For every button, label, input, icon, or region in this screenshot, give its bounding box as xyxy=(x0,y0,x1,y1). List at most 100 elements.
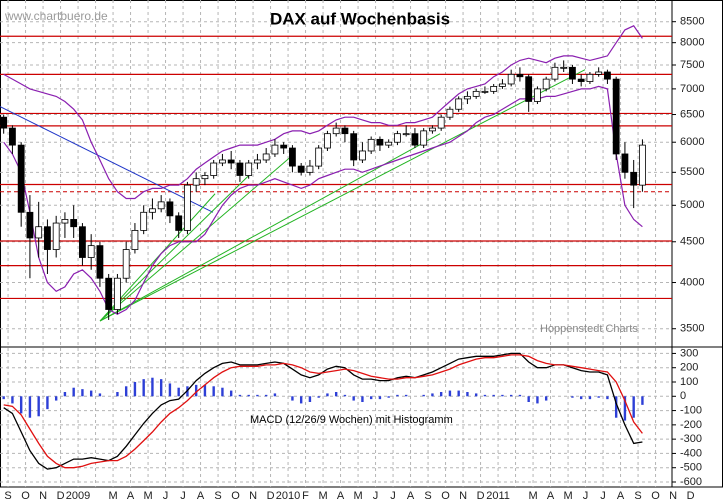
y-tick-label: -400 xyxy=(680,447,702,459)
y-tick-label: 5500 xyxy=(680,166,704,178)
histogram-bar xyxy=(518,394,522,397)
candle-body xyxy=(105,277,113,310)
candle-body xyxy=(481,90,489,93)
candle-body xyxy=(516,73,524,78)
y-tick-label: 7000 xyxy=(680,83,704,95)
y-tick-label: 200 xyxy=(680,362,698,374)
y-tick-label: 4500 xyxy=(680,236,704,248)
plot-layer xyxy=(0,0,676,487)
histogram-bar xyxy=(326,393,329,397)
band-upper xyxy=(3,25,643,200)
histogram-bar xyxy=(142,379,145,397)
candle-body xyxy=(507,73,515,85)
candle-body xyxy=(61,219,69,224)
candle-body xyxy=(332,127,340,135)
histogram-bar xyxy=(19,396,23,414)
histogram-bar xyxy=(212,386,215,397)
candle-body xyxy=(87,245,95,258)
candle-body xyxy=(79,226,86,258)
candle-body xyxy=(577,78,585,82)
x-tick-label: 2010 xyxy=(276,490,300,502)
x-tick-label: A xyxy=(197,490,205,502)
histogram-bar xyxy=(247,394,250,397)
y-tick-label: 6000 xyxy=(680,136,704,148)
trend-line xyxy=(99,69,586,322)
candle-body xyxy=(245,162,253,176)
y-tick-label: 8500 xyxy=(680,16,704,28)
candle-body xyxy=(604,71,611,80)
x-tick-label: J xyxy=(163,490,169,502)
candle-body xyxy=(0,116,8,129)
y-tick-label: -300 xyxy=(680,433,702,445)
histogram-bar xyxy=(124,386,128,397)
y-tick-label: 3500 xyxy=(680,323,704,335)
candle-body xyxy=(227,159,235,164)
histogram-bar xyxy=(439,392,443,397)
histogram-bar xyxy=(387,396,390,398)
y-tick-label: 6500 xyxy=(680,108,704,120)
x-tick-label: O xyxy=(231,490,240,502)
candle-body xyxy=(96,245,104,279)
candle-body xyxy=(586,73,594,82)
histogram-bar xyxy=(11,396,14,404)
candle-body xyxy=(44,226,51,250)
y-tick-label: 0 xyxy=(680,390,686,402)
x-tick-label: J xyxy=(583,490,589,502)
candle-body xyxy=(621,153,629,173)
candle-body xyxy=(385,141,393,146)
histogram-bar xyxy=(579,396,583,400)
candle-body xyxy=(595,71,603,75)
candle-body xyxy=(254,159,261,164)
histogram-bar xyxy=(238,394,242,397)
histogram-bar xyxy=(632,396,635,418)
x-tick-label: 2011 xyxy=(486,490,510,502)
candle-body xyxy=(560,66,568,69)
x-tick-label: O xyxy=(21,490,30,502)
y-tick-label: -100 xyxy=(680,404,702,416)
histogram-bar xyxy=(81,389,84,397)
candle-body xyxy=(455,98,463,110)
candle-body xyxy=(122,249,130,279)
candle-body xyxy=(367,138,375,152)
candle-body xyxy=(184,184,191,231)
trend-line xyxy=(0,106,214,213)
candle-body xyxy=(280,144,288,149)
x-tick-label: N xyxy=(669,490,677,502)
x-tick-label: D xyxy=(267,490,275,502)
trend-line xyxy=(99,133,441,322)
histogram-bar xyxy=(221,387,224,397)
x-tick-label: J xyxy=(373,490,379,502)
x-tick-label: J xyxy=(390,490,396,502)
histogram-bar xyxy=(404,394,408,397)
candle-body xyxy=(201,175,209,180)
candle-body xyxy=(157,201,165,210)
x-tick-label: S xyxy=(4,490,11,502)
histogram-bar xyxy=(151,377,154,397)
histogram-bar xyxy=(431,393,434,397)
x-tick-label: J xyxy=(600,490,606,502)
candle-body xyxy=(114,277,121,310)
histogram-bar xyxy=(63,392,67,397)
trend-line xyxy=(99,173,251,322)
histogram-bar xyxy=(422,394,425,397)
x-tick-label: A xyxy=(127,490,135,502)
histogram-bar xyxy=(614,396,618,418)
histogram-bar xyxy=(448,390,452,397)
y-tick-label: 5000 xyxy=(680,199,704,211)
candle-body xyxy=(149,208,156,213)
histogram-bar xyxy=(466,392,469,397)
watermark: www.chartbuero.de xyxy=(4,9,108,23)
candle-body xyxy=(271,144,279,155)
histogram-bar xyxy=(116,392,119,397)
histogram-bar xyxy=(229,390,233,397)
histogram-bar xyxy=(273,393,277,397)
histogram-bar xyxy=(571,396,574,398)
x-tick-label: D xyxy=(477,490,485,502)
candle-body xyxy=(175,215,183,231)
candle-body xyxy=(9,127,16,146)
candle-body xyxy=(131,230,139,250)
x-tick-label: M xyxy=(143,490,152,502)
x-tick-label: S xyxy=(424,490,431,502)
histogram-bar xyxy=(177,387,180,397)
histogram-bar xyxy=(28,396,32,418)
